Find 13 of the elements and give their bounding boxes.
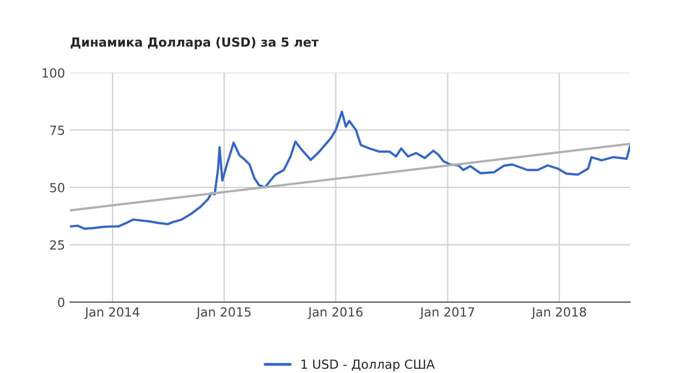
legend-label: 1 USD - Доллар США [302,359,435,372]
chart-title: Динамика Доллара (USD) за 5 лет [70,37,319,50]
y-tick-label: 0 [58,298,64,308]
x-tick-label: Jan 2015 [196,307,251,319]
y-tick-label: 75 [50,126,64,136]
y-tick-label: 100 [42,68,64,78]
x-tick-label: Jan 2016 [308,307,363,319]
x-tick-label: Jan 2018 [531,307,586,319]
line-series [70,110,630,230]
y-tick-label: 50 [50,182,64,192]
x-tick-label: Jan 2017 [420,307,474,319]
x-tick-label: Jan 2014 [84,307,140,319]
y-tick-label: 25 [50,240,64,250]
